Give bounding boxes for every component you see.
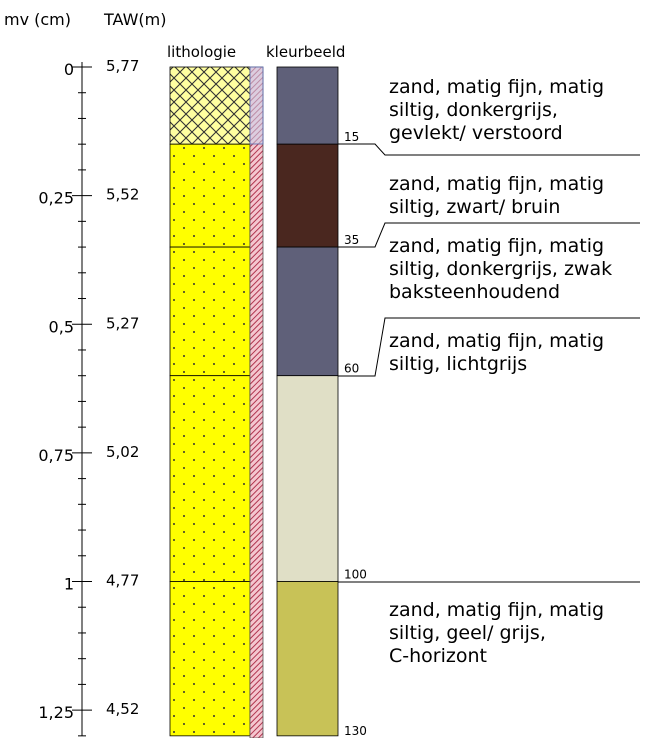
boundary-connector xyxy=(338,143,640,156)
color-column xyxy=(276,66,339,737)
taw-tick-label: 5,02 xyxy=(106,443,139,461)
layer-description-line: baksteenhoudend xyxy=(389,281,560,303)
layer-description-line: zand, matig fijn, matig xyxy=(389,235,604,257)
layer-description: zand, matig fijn, matig siltig, geel/ gri… xyxy=(389,599,604,667)
layer-boundaries: 15 35 60 100 130 xyxy=(338,130,640,738)
boundary-depth-label: 35 xyxy=(344,233,359,247)
layer-description: zand, matig fijn, matig siltig, zwart/ br… xyxy=(389,173,604,218)
color-layer xyxy=(276,246,339,377)
lithology-column xyxy=(169,66,251,737)
layer-description-line: zand, matig fijn, matig xyxy=(389,76,604,98)
taw-tick-label: 5,77 xyxy=(106,57,139,75)
taw-tick-label: 5,52 xyxy=(106,186,139,204)
layer-description-line: zand, matig fijn, matig xyxy=(389,173,604,195)
lithology-layer xyxy=(169,246,251,377)
color-layer xyxy=(276,143,339,248)
layer-description-line: C-horizont xyxy=(389,645,487,667)
layer-description: zand, matig fijn, matig siltig, donkergri… xyxy=(389,76,604,144)
layer-description-line: gevlekt/ verstoord xyxy=(389,122,563,144)
boundary-depth-label: 60 xyxy=(344,362,359,376)
taw-header: TAW(m) xyxy=(103,10,167,29)
depth-tick-label: 1 xyxy=(64,575,74,594)
lithology-layer xyxy=(169,66,251,145)
boundary-depth-label: 15 xyxy=(344,130,359,144)
layer-description-line: siltig, lichtgrijs xyxy=(389,353,527,375)
depth-axis-minor-ticks xyxy=(78,92,86,737)
depth-axis: 0 5,77 0,25 5,52 0,5 5,27 0,75 5,02 1 4,77 1,25 4,5… xyxy=(38,57,139,737)
depth-axis-major-ticks: 0 5,77 0,25 5,52 0,5 5,27 0,75 5,02 1 4,77 1,25 4,5… xyxy=(38,57,139,722)
color-layer xyxy=(276,581,339,737)
depth-tick-label: 0,25 xyxy=(38,189,74,208)
depth-tick-label: 0 xyxy=(64,60,74,79)
color-layer xyxy=(276,66,339,145)
lithology-stripe xyxy=(249,66,264,738)
depth-header: mv (cm) xyxy=(4,10,71,29)
boundary-depth-label: 100 xyxy=(344,568,367,582)
taw-tick-label: 4,77 xyxy=(106,572,139,590)
lithology-header: lithologie xyxy=(167,43,236,61)
lithology-top-cover xyxy=(249,66,264,145)
layer-description-line: siltig, donkergrijs, xyxy=(389,99,558,121)
layer-description-line: siltig, zwart/ bruin xyxy=(389,196,560,218)
depth-tick-label: 0,75 xyxy=(38,446,74,465)
boundary-depth-label: 130 xyxy=(344,724,367,738)
layer-descriptions: zand, matig fijn, matig siltig, donkergri… xyxy=(389,76,612,667)
layer-description: zand, matig fijn, matig siltig, donkergri… xyxy=(389,235,612,303)
layer-description-line: zand, matig fijn, matig xyxy=(389,599,604,621)
taw-tick-label: 5,27 xyxy=(106,314,139,332)
layer-description-line: siltig, donkergrijs, zwak xyxy=(389,258,612,280)
depth-tick-label: 0,5 xyxy=(49,317,74,336)
lithology-layer xyxy=(169,143,251,248)
layer-description-line: zand, matig fijn, matig xyxy=(389,330,604,352)
depth-tick-label: 1,25 xyxy=(38,703,74,722)
color-layer xyxy=(276,375,339,582)
boundary-connector xyxy=(338,317,640,377)
lithology-layer xyxy=(169,375,251,582)
layer-description-line: siltig, geel/ grijs, xyxy=(389,622,546,644)
lithology-layer xyxy=(169,581,251,737)
taw-tick-label: 4,52 xyxy=(106,700,139,718)
boundary-connector xyxy=(338,222,640,248)
color-header: kleurbeeld xyxy=(266,43,345,61)
layer-description: zand, matig fijn, matig siltig, lichtgrij… xyxy=(389,330,604,375)
